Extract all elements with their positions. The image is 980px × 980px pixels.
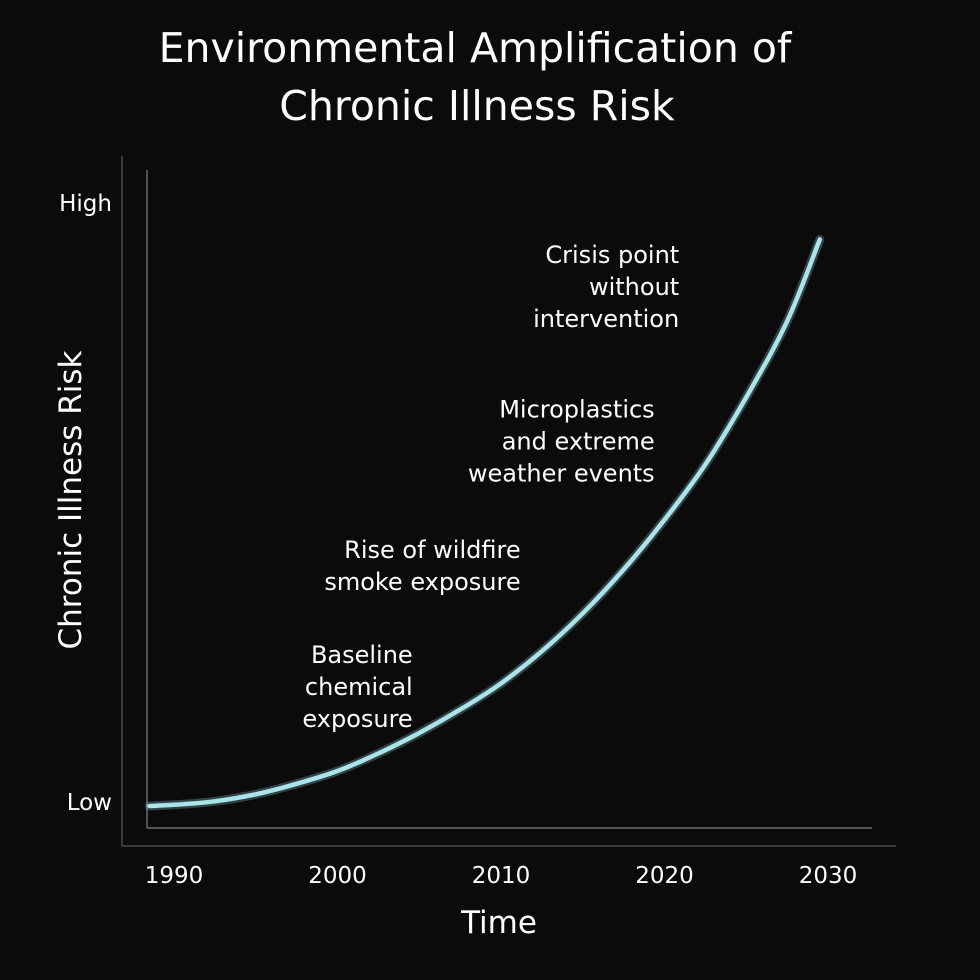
- x-tick-labels: 1990 2000 2010 2020 2030: [145, 863, 858, 889]
- annotation-3-line-2: exposure: [302, 705, 412, 733]
- annotation-1-line-2: weather events: [468, 460, 655, 488]
- annotation-3-line-0: Baseline: [311, 641, 413, 669]
- annotation-0-line-2: intervention: [533, 305, 679, 333]
- y-tick-label-high: High: [59, 191, 112, 217]
- x-tick-label-2030: 2030: [799, 863, 858, 889]
- series-line-0: [147, 237, 823, 809]
- x-tick-label-2000: 2000: [308, 863, 367, 889]
- y-tick-label-low: Low: [67, 790, 112, 816]
- x-tick-label-2020: 2020: [635, 863, 694, 889]
- annotation-1: Microplastics and extreme weather events: [468, 396, 655, 488]
- x-tick-label-2010: 2010: [472, 863, 531, 889]
- annotation-1-line-0: Microplastics: [499, 396, 654, 424]
- annotation-2: Rise of wildfire smoke exposure: [324, 536, 520, 596]
- annotation-3-line-1: chemical: [305, 673, 413, 701]
- annotation-0-line-0: Crisis point: [545, 241, 679, 269]
- x-tick-label-1990: 1990: [145, 863, 204, 889]
- series-line-glow-0: [145, 235, 825, 811]
- annotation-0-line-1: without: [589, 273, 679, 301]
- annotation-3: Baseline chemical exposure: [302, 641, 412, 733]
- y-axis-title: Chronic Illness Risk: [53, 350, 89, 649]
- annotation-1-line-1: and extreme: [502, 428, 655, 456]
- annotation-0: Crisis point without intervention: [533, 241, 679, 333]
- chart-title-line-1: Environmental Amplification of: [159, 24, 793, 72]
- annotation-layer: Crisis point without intervention Microplas…: [302, 241, 679, 733]
- x-axis-title: Time: [460, 905, 537, 941]
- annotation-2-line-0: Rise of wildfire: [344, 536, 520, 564]
- series-layer: [145, 235, 825, 811]
- chart-title-line-2: Chronic Illness Risk: [279, 82, 675, 130]
- annotation-2-line-1: smoke exposure: [324, 568, 520, 596]
